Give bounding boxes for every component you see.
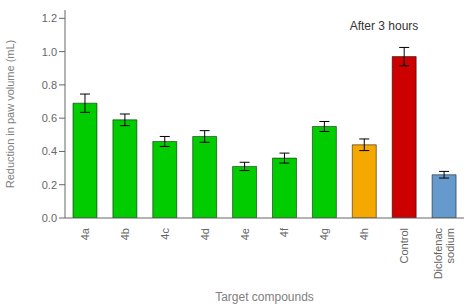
svg-text:1.0: 1.0 (42, 46, 57, 58)
svg-text:Diclofenacsodium: Diclofenacsodium (432, 228, 456, 280)
svg-text:Target compounds: Target compounds (215, 290, 314, 304)
svg-text:0.4: 0.4 (42, 145, 57, 157)
svg-text:1.2: 1.2 (42, 12, 57, 24)
svg-text:0.8: 0.8 (42, 79, 57, 91)
svg-text:Reduction in paw volume (mL): Reduction in paw volume (mL) (8, 40, 16, 189)
svg-text:4e: 4e (239, 228, 251, 240)
svg-text:4b: 4b (119, 228, 131, 240)
html-text:After 3 hours: After 3 hours (349, 19, 419, 33)
svg-text:0.0: 0.0 (42, 212, 57, 224)
svg-text:0.2: 0.2 (42, 179, 57, 191)
svg-text:4c: 4c (159, 228, 171, 240)
svg-text:4d: 4d (199, 228, 211, 240)
svg-text:4f: 4f (278, 227, 290, 237)
svg-text:4a: 4a (79, 227, 91, 240)
svg-text:0.6: 0.6 (42, 112, 57, 124)
svg-text:Control: Control (398, 228, 410, 263)
svg-text:4g: 4g (318, 228, 330, 240)
svg-text:4h: 4h (358, 228, 370, 240)
